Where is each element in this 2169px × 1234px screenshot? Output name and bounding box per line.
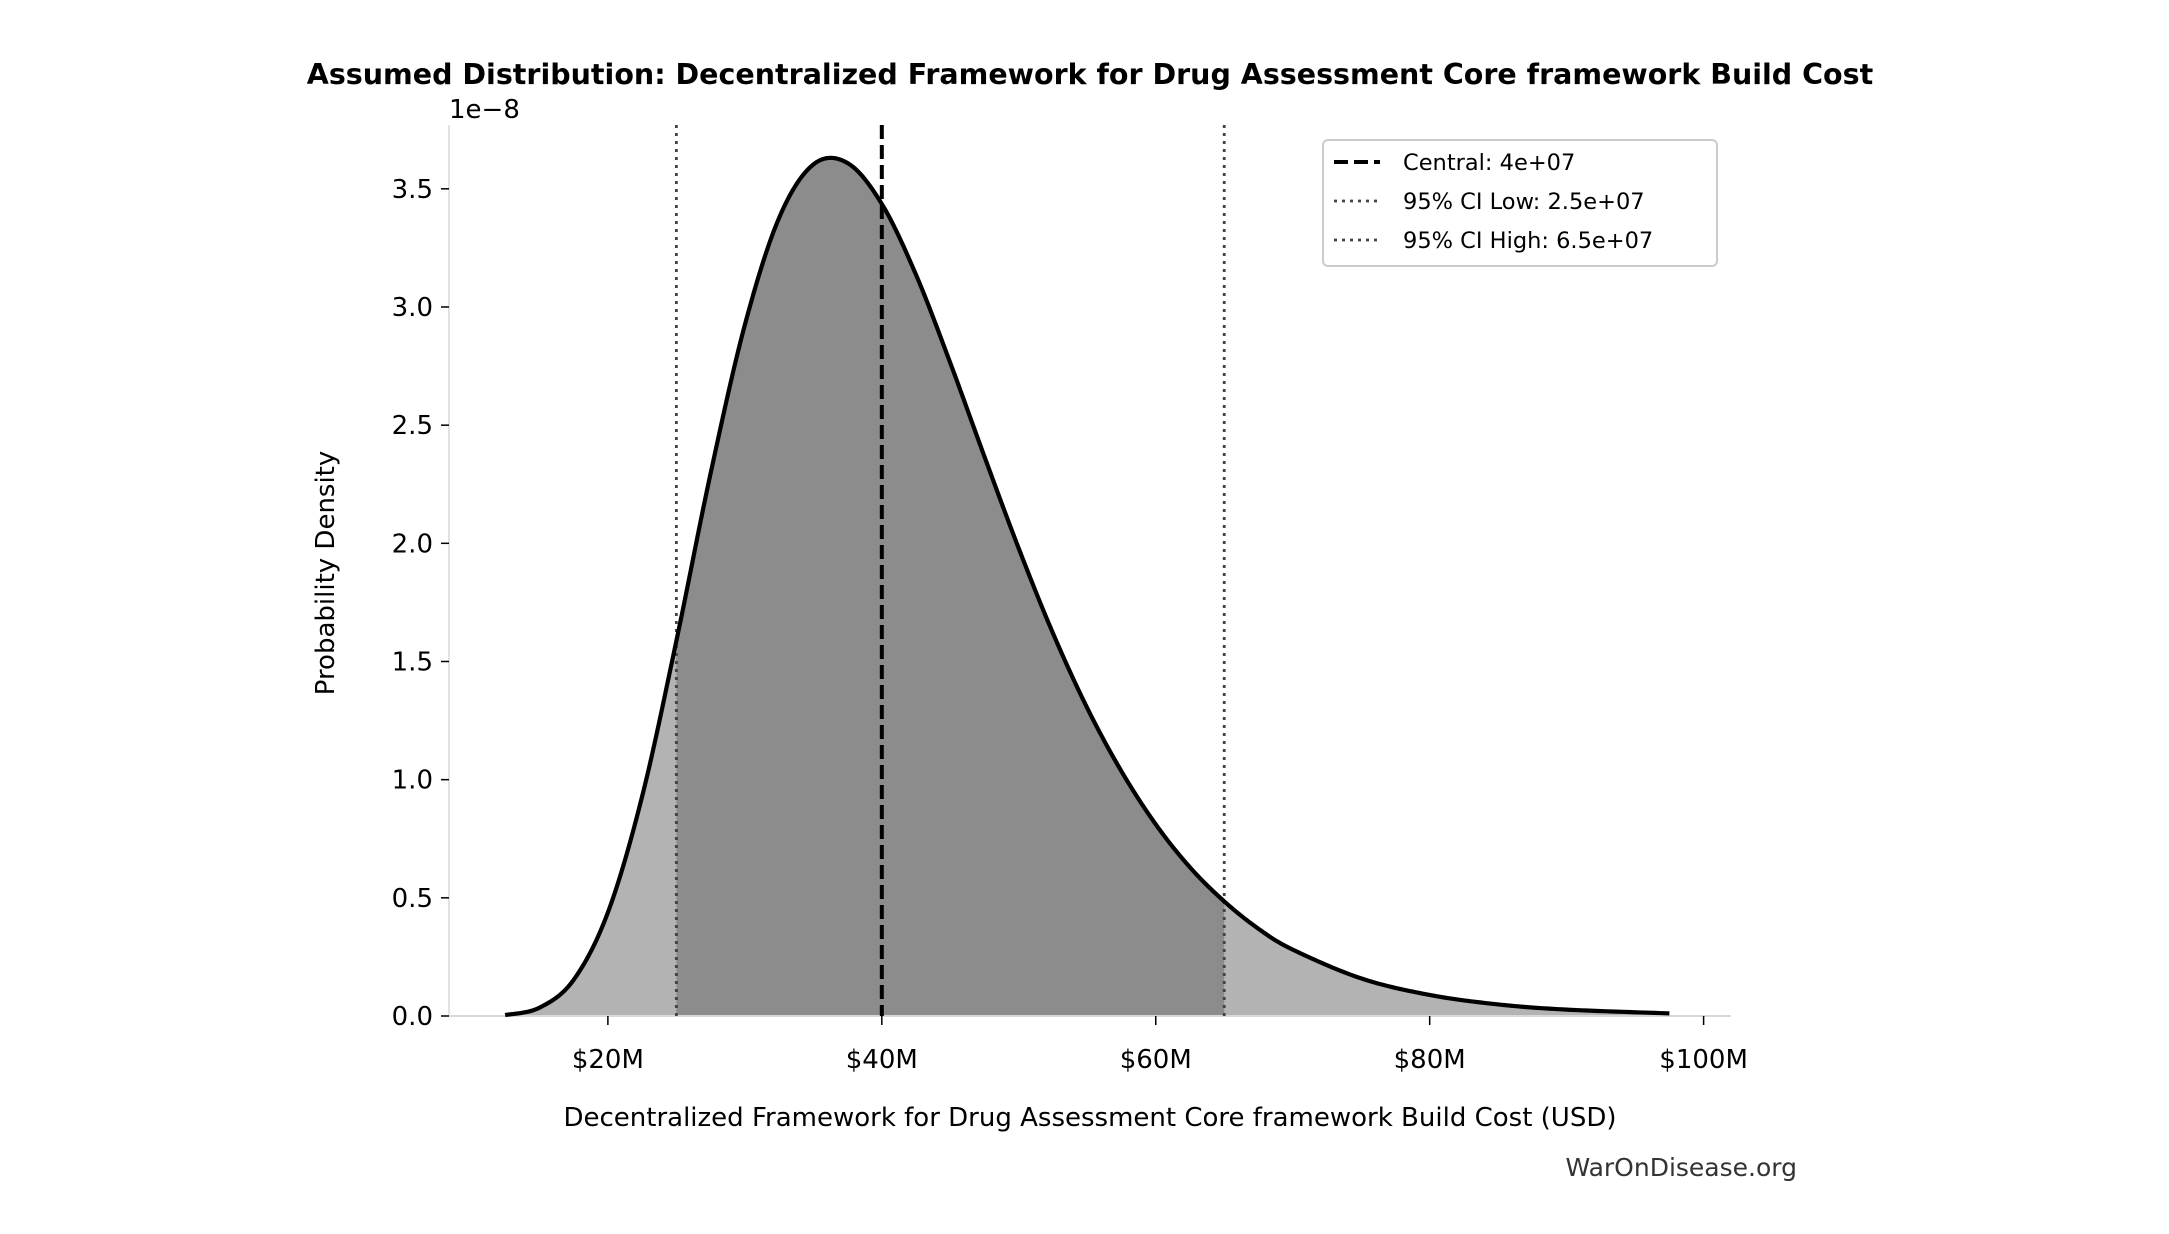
- y-tick-label: 2.5: [392, 411, 433, 441]
- x-axis-label: Decentralized Framework for Drug Assessm…: [563, 1103, 1616, 1133]
- x-tick-label: $100M: [1659, 1045, 1748, 1075]
- x-tick-label: $80M: [1394, 1045, 1466, 1075]
- legend: Central: 4e+07 95% CI Low: 2.5e+07 95% CI …: [1322, 139, 1718, 267]
- y-offset-label: 1e−8: [449, 95, 520, 125]
- y-tick-label: 2.0: [392, 529, 433, 559]
- y-axis: 0.0 0.5 1.0 1.5 2.0 2.5 3.0 3.5: [392, 175, 449, 1032]
- y-tick-label: 1.5: [392, 647, 433, 677]
- plot-area: [448, 125, 1731, 1018]
- ci-fill-area: [676, 157, 1225, 1016]
- legend-label: 95% CI Low: 2.5e+07: [1403, 189, 1645, 215]
- x-axis: $20M $40M $60M $80M $100M: [572, 1016, 1748, 1075]
- y-tick-label: 0.0: [392, 1002, 433, 1032]
- legend-label: 95% CI High: 6.5e+07: [1403, 228, 1653, 254]
- y-tick-label: 1.0: [392, 766, 433, 796]
- y-tick-label: 0.5: [392, 884, 433, 914]
- legend-box: [1322, 139, 1718, 267]
- x-tick-label: $20M: [572, 1045, 644, 1075]
- chart-title: Assumed Distribution: Decentralized Fram…: [307, 58, 1873, 91]
- y-axis-label: Probability Density: [311, 451, 341, 696]
- watermark: WarOnDisease.org: [1565, 1153, 1797, 1182]
- y-tick-label: 3.5: [392, 175, 433, 205]
- x-tick-label: $40M: [846, 1045, 918, 1075]
- x-tick-label: $60M: [1120, 1045, 1192, 1075]
- legend-label: Central: 4e+07: [1403, 150, 1575, 176]
- density-curve: [503, 155, 1670, 1018]
- y-tick-label: 3.0: [392, 293, 433, 323]
